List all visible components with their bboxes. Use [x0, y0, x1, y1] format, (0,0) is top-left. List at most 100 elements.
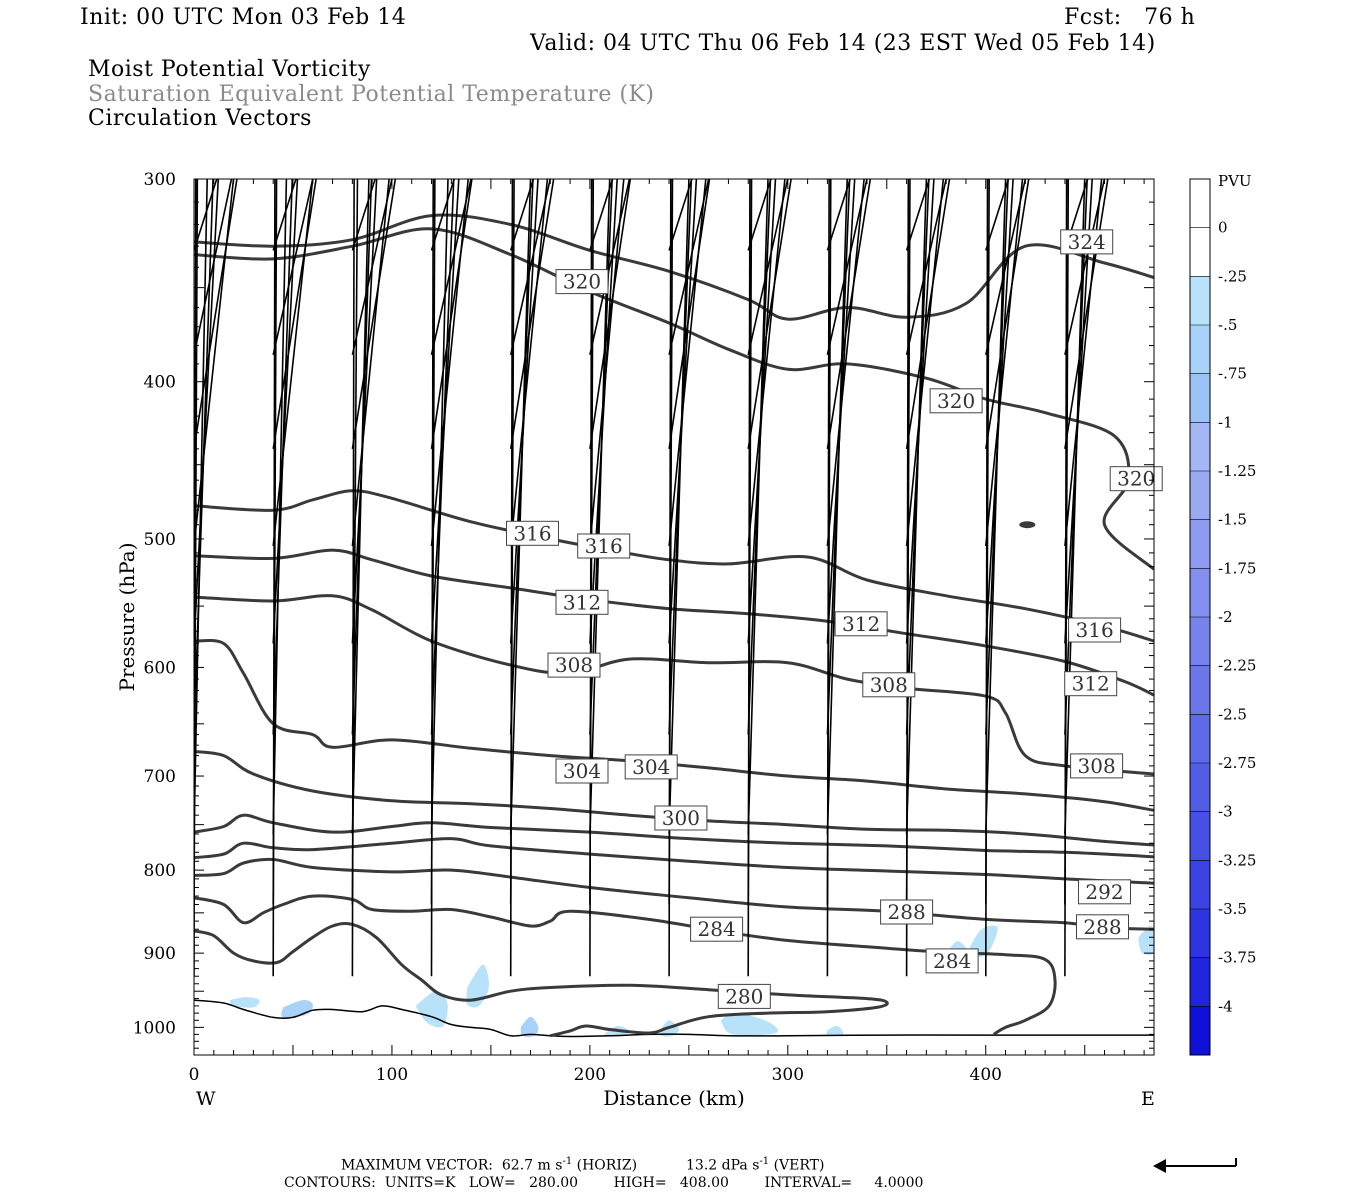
y-tick-label: 300 [144, 170, 176, 190]
circulation-vector [1064, 179, 1086, 835]
svg-text:304: 304 [632, 755, 670, 779]
circulation-vector [430, 179, 460, 644]
circulation-vector [668, 179, 707, 547]
circulation-vector [1064, 179, 1068, 977]
colorbar-swatch [1190, 763, 1210, 813]
field-title-mpv: Moist Potential Vorticity [88, 57, 371, 82]
colorbar-label: 0 [1218, 219, 1228, 237]
contour-cell [1019, 521, 1036, 529]
x-tick-label: 0 [189, 1065, 200, 1085]
y-tick-label: 600 [144, 658, 176, 678]
circulation-vector [194, 179, 238, 450]
colorbar-label: -4 [1218, 997, 1233, 1015]
pv-colorbar: 0 -.25 -.5 -.75 -1 -1.25 -1.5 -1.75 -2 -2.25 -2.5 -… [1189, 178, 1256, 1056]
circulation-vector [509, 179, 532, 835]
contour-label: 308 [862, 672, 916, 698]
colorbar-swatch [1190, 617, 1210, 667]
circulation-vector [984, 179, 989, 977]
circulation-vector [905, 179, 931, 251]
svg-text:312: 312 [842, 612, 880, 636]
contour-label: 300 [654, 805, 708, 831]
colorbar-swatch [1190, 714, 1210, 764]
svg-text:300: 300 [662, 806, 700, 830]
svg-text:308: 308 [870, 673, 908, 697]
circulation-vectors [194, 179, 1109, 977]
contour-label: 316 [1068, 617, 1122, 643]
colorbar-label: -3.25 [1218, 851, 1256, 869]
circulation-vector [589, 179, 611, 835]
forecast-hour: Fcst: 76 h [1064, 5, 1196, 30]
circulation-vector [747, 179, 751, 977]
circulation-vector [272, 179, 317, 450]
circulation-vector [509, 179, 552, 355]
contour-label: 316 [506, 520, 559, 546]
svg-text:292: 292 [1085, 880, 1123, 904]
pv-area [520, 1016, 539, 1037]
circulation-vector [272, 179, 314, 355]
max-vector-vert: 13.2 dPa s [686, 1157, 760, 1174]
colorbar-swatch [1190, 860, 1210, 910]
contour-280 [194, 921, 889, 1038]
circulation-vector [351, 179, 378, 644]
y-tick-label: 800 [144, 861, 176, 881]
pv-area [229, 997, 260, 1008]
colorbar-label: -3 [1218, 803, 1233, 821]
colorbar-swatch [1190, 1006, 1210, 1056]
circulation-vector [747, 179, 789, 355]
circulation-vector [826, 179, 851, 251]
circulation-vector [826, 179, 872, 450]
contour-292 [194, 837, 1154, 885]
contour-300 [194, 750, 1154, 847]
svg-text:320: 320 [563, 270, 601, 294]
vert-tag: (VERT) [773, 1157, 825, 1174]
contour-label: 304 [624, 754, 678, 780]
horiz-tag: (HORIZ) [576, 1157, 638, 1174]
x-axis-title: Distance (km) [603, 1086, 745, 1110]
circulation-vector [194, 179, 233, 355]
circulation-vector [826, 179, 868, 355]
svg-text:308: 308 [1078, 754, 1116, 778]
circulation-vector [905, 179, 935, 644]
contour-284 [194, 894, 1057, 1036]
circulation-vector [351, 179, 393, 355]
y-tick-label: 1000 [133, 1018, 176, 1038]
horiz-exponent: -1 [562, 1156, 573, 1167]
contour-label: 308 [547, 652, 601, 678]
contour-label: 280 [717, 983, 771, 1009]
east-label: E [1141, 1088, 1155, 1110]
circulation-vector [509, 179, 535, 251]
circulation-vector [747, 179, 792, 450]
svg-text:288: 288 [888, 900, 926, 924]
contour-label: 320 [929, 388, 983, 414]
x-tick-label: 300 [772, 1065, 804, 1085]
svg-text:320: 320 [937, 389, 975, 413]
colorbar-label: -.25 [1218, 267, 1247, 285]
reference-vector-arrow [1153, 1158, 1237, 1173]
field-title-theta-es: Saturation Equivalent Potential Temperat… [88, 82, 655, 107]
y-tick-label: 500 [144, 530, 176, 550]
x-tick-label: 200 [574, 1065, 606, 1085]
contour-label: 304 [555, 758, 609, 784]
contour-288 [194, 857, 1154, 931]
contour-label: 292 [1078, 879, 1131, 905]
contours-info: CONTOURS: UNITS=K LOW= 280.00 HIGH= 408.… [284, 1175, 924, 1191]
circulation-vector [826, 179, 865, 547]
circulation-vector [589, 179, 625, 547]
circulation-vector [747, 179, 772, 251]
y-tick-label: 400 [144, 373, 176, 393]
colorbar-label: -1.5 [1218, 511, 1247, 529]
circulation-vector [351, 179, 355, 977]
pv-area [1138, 925, 1154, 955]
max-vector-line: MAXIMUM VECTOR: 62.7 m s-1 (HORIZ) 13.2 … [341, 1156, 824, 1174]
colorbar-label: -3.75 [1218, 949, 1256, 967]
colorbar-swatch [1190, 568, 1210, 618]
colorbar-swatch [1190, 227, 1210, 277]
west-label: W [196, 1088, 216, 1110]
circulation-vector [668, 179, 710, 355]
colorbar-swatch [1190, 471, 1210, 521]
contour-296 [194, 813, 1154, 859]
colorbar-label: -.5 [1218, 316, 1237, 334]
circulation-vector [668, 179, 698, 644]
contour-labels: 324 320 320 320 316 316 316 312 312 312 308 308 308 3… [506, 229, 1163, 1009]
contour-label: 312 [555, 589, 609, 615]
